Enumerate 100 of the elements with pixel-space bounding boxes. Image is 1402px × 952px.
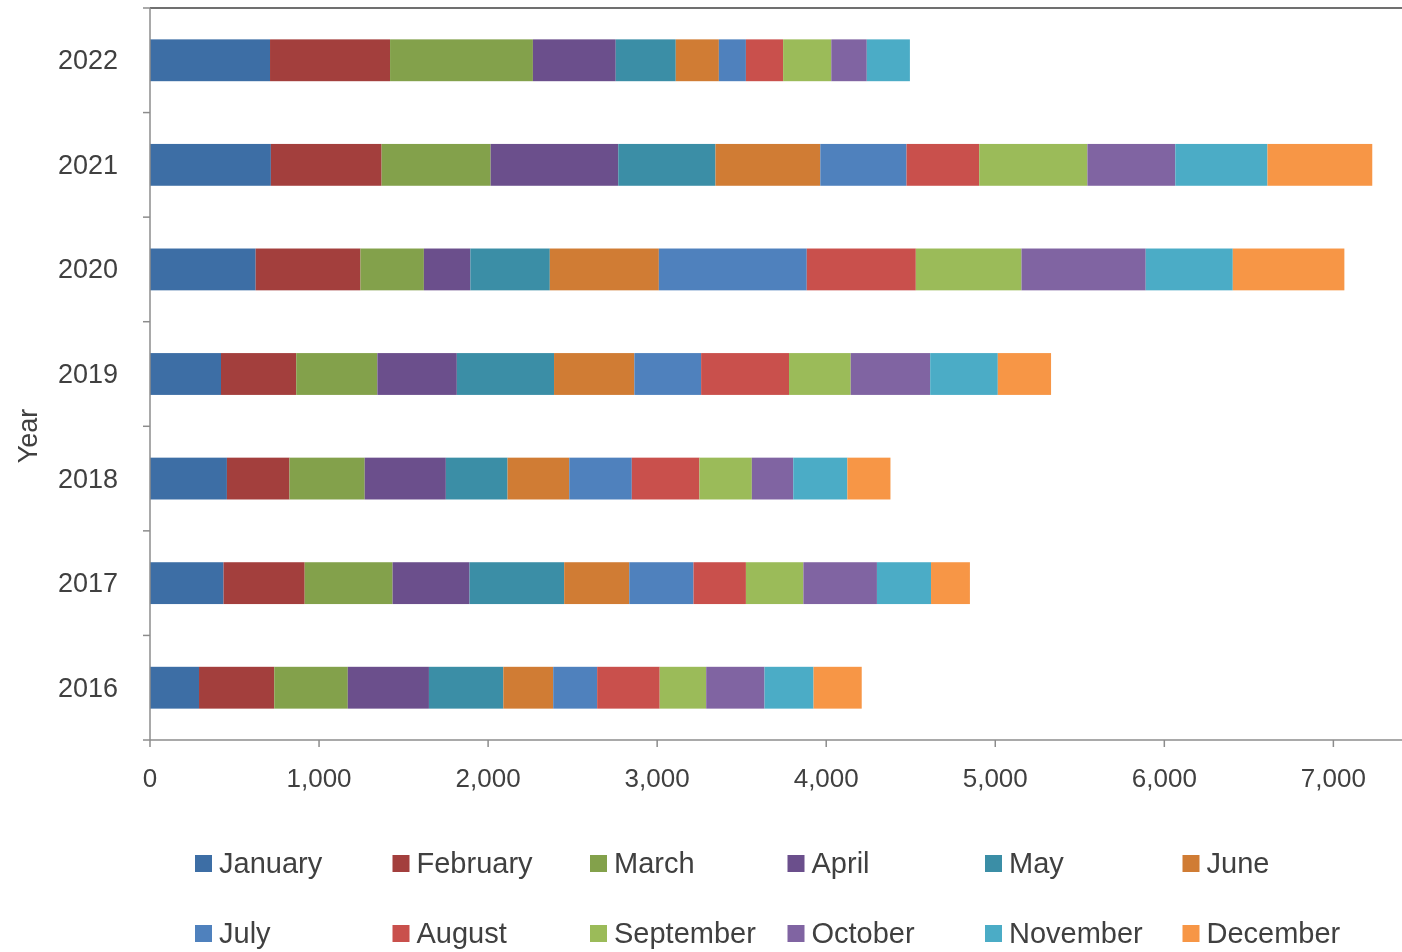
bar <box>470 248 550 291</box>
bar <box>377 353 457 395</box>
bar <box>813 666 862 709</box>
bar <box>866 39 910 82</box>
bar <box>831 39 867 82</box>
bar <box>1267 143 1373 186</box>
y-tick-label: 2016 <box>57 672 118 703</box>
bar <box>745 562 804 605</box>
bar <box>150 353 221 395</box>
bar <box>150 143 271 186</box>
bar <box>270 39 391 82</box>
x-tick-label: 0 <box>142 763 158 793</box>
bar <box>150 39 271 82</box>
bar <box>699 457 752 500</box>
bar <box>304 562 393 605</box>
bar <box>915 248 1022 291</box>
legend-label: February <box>416 847 534 879</box>
x-tick-label: 4,000 <box>793 763 859 793</box>
x-tick-label: 1,000 <box>286 763 352 793</box>
bar <box>847 457 891 500</box>
bar <box>507 457 570 500</box>
bar <box>469 562 565 605</box>
bar <box>658 248 807 291</box>
bar <box>850 353 931 395</box>
y-axis-title: Year <box>13 408 43 464</box>
bar <box>428 666 504 709</box>
bar <box>803 562 877 605</box>
bar <box>906 143 980 186</box>
bar <box>274 666 348 709</box>
bar <box>597 666 660 709</box>
bar <box>445 457 508 500</box>
bar <box>221 353 297 395</box>
legend-label: June <box>1206 847 1270 879</box>
bar <box>456 353 555 395</box>
legend-label: November <box>1009 917 1144 949</box>
legend-label: July <box>219 917 272 949</box>
bar <box>930 353 998 395</box>
bar <box>745 39 784 82</box>
bar <box>806 248 916 291</box>
bar <box>549 248 659 291</box>
bar <box>390 39 533 82</box>
bar <box>715 143 821 186</box>
legend-label: May <box>1009 847 1065 879</box>
bar <box>150 248 256 291</box>
legend-label: January <box>219 847 323 879</box>
bar <box>1145 248 1233 291</box>
bar <box>150 562 224 605</box>
bar <box>296 353 378 395</box>
bar <box>876 562 932 605</box>
bar <box>532 39 616 82</box>
bar <box>615 39 676 82</box>
bar <box>199 666 275 709</box>
bar <box>718 39 746 82</box>
x-tick-label: 2,000 <box>455 763 521 793</box>
bar <box>223 562 305 605</box>
bar <box>1021 248 1146 291</box>
bar <box>150 666 200 709</box>
bar <box>392 562 470 605</box>
legend-label: April <box>811 847 870 879</box>
legend-label: December <box>1206 917 1341 949</box>
bar <box>693 562 746 605</box>
bar <box>360 248 424 291</box>
bar <box>1087 143 1176 186</box>
bar <box>347 666 429 709</box>
bar <box>629 562 694 605</box>
bar <box>150 457 227 500</box>
bar <box>820 143 907 186</box>
bar <box>979 143 1088 186</box>
bar <box>270 143 382 186</box>
bar <box>1175 143 1268 186</box>
y-tick-label: 2020 <box>57 254 118 285</box>
bar <box>564 562 630 605</box>
bar <box>423 248 471 291</box>
bar <box>701 353 790 395</box>
bar <box>289 457 365 500</box>
bar <box>789 353 851 395</box>
y-tick-label: 2018 <box>57 463 118 494</box>
bar <box>931 562 970 605</box>
y-tick-label: 2022 <box>57 45 118 76</box>
bar <box>751 457 794 500</box>
bar <box>618 143 716 186</box>
bar <box>553 666 598 709</box>
y-tick-label: 2017 <box>57 568 118 599</box>
legend-label: September <box>614 917 757 949</box>
bar <box>255 248 361 291</box>
bar <box>793 457 848 500</box>
bar <box>659 666 707 709</box>
bar <box>554 353 635 395</box>
bar <box>490 143 619 186</box>
legend-label: March <box>614 847 695 879</box>
bar <box>675 39 719 82</box>
y-tick-label: 2021 <box>57 149 118 180</box>
x-tick-label: 5,000 <box>962 763 1028 793</box>
legend-label: August <box>416 917 507 949</box>
bar <box>706 666 765 709</box>
bar <box>226 457 290 500</box>
legend-label: October <box>811 917 915 949</box>
bar <box>569 457 632 500</box>
bar <box>634 353 702 395</box>
x-tick-label: 6,000 <box>1131 763 1197 793</box>
